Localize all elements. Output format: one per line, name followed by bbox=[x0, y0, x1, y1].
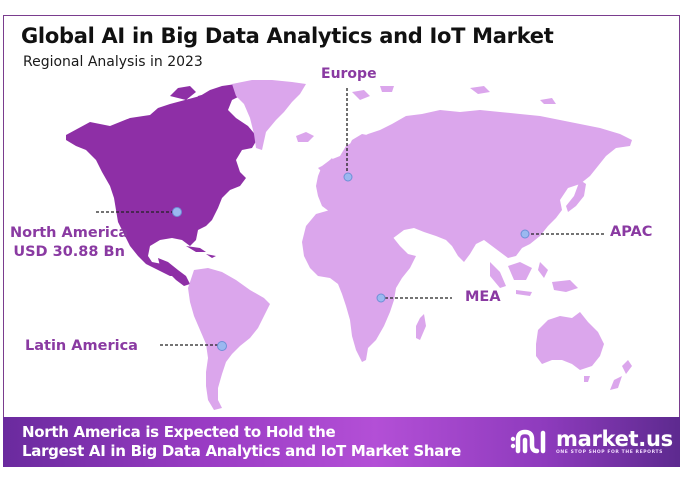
arctic-islands bbox=[352, 86, 556, 104]
latin-america-marker[interactable] bbox=[217, 341, 227, 351]
label-apac: APAC bbox=[610, 224, 653, 240]
footer-message: North America is Expected to Hold the La… bbox=[22, 423, 461, 461]
north-america-value: USD 30.88 Bn bbox=[13, 244, 125, 260]
market-us-logo-icon bbox=[510, 429, 546, 454]
scandinavia bbox=[344, 134, 372, 172]
chart-title: Global AI in Big Data Analytics and IoT … bbox=[21, 24, 554, 48]
iceland bbox=[296, 132, 314, 142]
region-north-america[interactable] bbox=[66, 84, 258, 276]
europe-marker[interactable] bbox=[343, 172, 353, 182]
region-australia[interactable] bbox=[536, 312, 604, 370]
region-central-america bbox=[158, 258, 190, 286]
tasmania bbox=[584, 376, 590, 382]
japan bbox=[566, 180, 586, 212]
footer-banner: North America is Expected to Hold the La… bbox=[3, 417, 680, 467]
north-america-name: North America bbox=[10, 225, 129, 241]
region-south-america[interactable] bbox=[188, 268, 270, 410]
label-latin-america: Latin America bbox=[25, 338, 138, 354]
mea-marker[interactable] bbox=[376, 293, 386, 303]
north-america-marker[interactable] bbox=[172, 207, 182, 217]
new-zealand bbox=[610, 360, 632, 390]
region-eurasia[interactable] bbox=[316, 110, 632, 262]
footer-line-1: North America is Expected to Hold the bbox=[22, 423, 336, 441]
greenland bbox=[232, 80, 306, 150]
footer-line-2: Largest AI in Big Data Analytics and IoT… bbox=[22, 442, 462, 460]
madagascar bbox=[416, 314, 426, 340]
region-africa[interactable] bbox=[302, 210, 416, 362]
chart-subtitle: Regional Analysis in 2023 bbox=[23, 54, 203, 70]
southeast-asia-islands bbox=[490, 262, 578, 296]
label-mea: MEA bbox=[465, 289, 501, 305]
label-north-america: North America USD 30.88 Bn bbox=[10, 224, 128, 262]
logo-name: market.us bbox=[556, 427, 673, 451]
uk bbox=[318, 158, 336, 178]
caribbean bbox=[186, 246, 216, 258]
market-us-logo[interactable]: market.us ONE STOP SHOP FOR THE REPORTS bbox=[510, 426, 673, 458]
label-europe: Europe bbox=[321, 66, 377, 82]
logo-text: market.us ONE STOP SHOP FOR THE REPORTS bbox=[556, 427, 673, 456]
logo-tagline: ONE STOP SHOP FOR THE REPORTS bbox=[556, 450, 663, 455]
apac-marker[interactable] bbox=[520, 229, 530, 239]
